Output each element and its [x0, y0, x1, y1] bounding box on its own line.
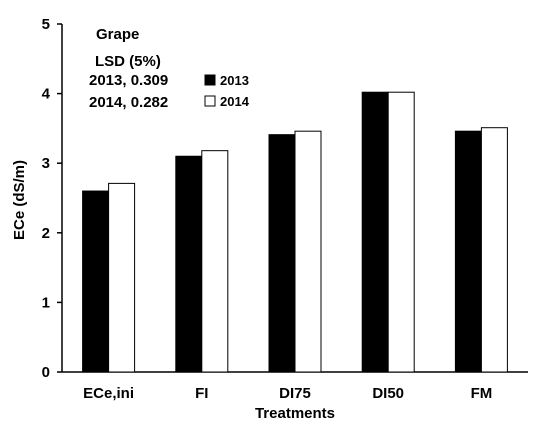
lsd-2013: 2013, 0.309	[89, 72, 168, 89]
bar-2014-DI75	[294, 130, 322, 373]
legend: 2013 2014	[204, 73, 250, 109]
x-ticks: ECe,ini FI DI75 DI50 FM	[83, 385, 492, 402]
legend-swatch-2013	[204, 74, 216, 86]
bar-2014-ECe,ini	[108, 182, 136, 373]
x-tick-label: DI75	[279, 385, 311, 402]
legend-label-2014: 2014	[220, 94, 250, 109]
bar-2013-ECe,ini	[82, 190, 110, 373]
bar-2013-FI	[175, 155, 203, 373]
y-tick-label: 5	[42, 16, 50, 33]
y-ticks: 0 1 2 3 4 5	[42, 16, 62, 381]
legend-label-2013: 2013	[220, 73, 249, 88]
y-tick-label: 4	[42, 86, 51, 103]
y-tick-label: 0	[42, 364, 50, 381]
x-tick-label: DI50	[372, 385, 404, 402]
bar-2013-DI75	[268, 134, 296, 373]
y-axis-title: ECe (dS/m)	[11, 160, 28, 240]
bar-2014-DI50	[387, 91, 415, 373]
y-tick-label: 1	[42, 294, 50, 311]
lsd-2014: 2014, 0.282	[89, 94, 168, 111]
legend-swatch-2014	[204, 95, 216, 107]
crop-label: Grape	[96, 26, 139, 43]
bar-2014-FM	[480, 127, 508, 373]
x-axis-title: Treatments	[255, 405, 335, 422]
y-tick-label: 2	[42, 225, 50, 242]
y-tick-label: 3	[42, 155, 50, 172]
bars	[82, 91, 508, 373]
x-tick-label: FM	[471, 385, 493, 402]
bar-2013-FM	[454, 130, 482, 373]
lsd-label: LSD (5%)	[95, 53, 161, 70]
x-tick-label: FI	[195, 385, 208, 402]
bar-2014-FI	[201, 150, 229, 373]
bar-2013-DI50	[361, 91, 389, 373]
x-tick-label: ECe,ini	[83, 385, 134, 402]
